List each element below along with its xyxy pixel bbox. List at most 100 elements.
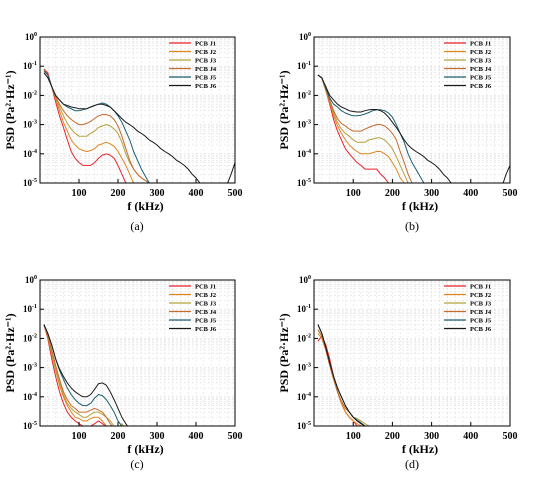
x-tick-label: 100 <box>346 188 361 199</box>
y-axis-title: PSD (Pa²·Hz⁻¹) <box>3 70 17 149</box>
legend-label: PCB J5 <box>195 318 217 325</box>
x-tick-label: 200 <box>111 188 126 199</box>
legend-label: PCB J3 <box>470 58 492 65</box>
legend-label: PCB J5 <box>470 318 492 325</box>
x-tick-label: 400 <box>463 188 478 199</box>
panel-caption: (c) <box>130 457 143 471</box>
y-tick-label: 10-1 <box>23 61 37 71</box>
x-tick-label: 200 <box>385 431 400 442</box>
legend-label: PCB J4 <box>470 309 492 316</box>
series-line-pcb-j6 <box>43 72 235 183</box>
series-line-pcb-j4 <box>317 74 413 183</box>
legend-label: PCB J3 <box>195 58 217 65</box>
series-line-pcb-j6 <box>317 324 366 426</box>
x-tick-label: 200 <box>385 188 400 199</box>
y-tick-label: 10-1 <box>297 61 311 71</box>
y-axis-title: PSD (Pa²·Hz⁻¹) <box>277 70 291 149</box>
y-tick-label: 10-3 <box>23 120 37 130</box>
y-tick-label: 10-2 <box>23 333 37 343</box>
legend-label: PCB J1 <box>470 41 491 48</box>
y-tick-label: 10-4 <box>23 392 37 402</box>
series-group <box>43 324 131 426</box>
x-axis-title: f (kHz) <box>402 442 438 456</box>
series-group <box>317 324 378 426</box>
series-line-pcb-j1 <box>317 74 390 183</box>
y-tick-label: 10-1 <box>23 304 37 314</box>
series-line-pcb-j1 <box>43 68 127 183</box>
legend-label: PCB J4 <box>470 66 492 73</box>
legend-label: PCB J6 <box>470 83 492 90</box>
series-line-pcb-j3 <box>317 74 409 183</box>
plot-frame <box>313 36 511 184</box>
y-tick-label: 10-4 <box>23 149 37 159</box>
y-tick-label: 10-3 <box>297 120 311 130</box>
legend-label: PCB J6 <box>195 83 217 90</box>
x-tick-label: 300 <box>150 431 165 442</box>
y-tick-label: 10-5 <box>297 421 311 431</box>
series-line-pcb-j5 <box>43 70 151 183</box>
series-line-pcb-j6 <box>43 324 129 426</box>
chart-panel-b: 100 200 300 400 500 100 10-1 10-2 10-3 10-4 10-5 f … <box>277 32 518 233</box>
y-axis-title: PSD (Pa²·Hz⁻¹) <box>3 313 17 392</box>
panel-caption: (b) <box>405 219 419 233</box>
x-tick-label: 500 <box>503 188 518 199</box>
series-line-pcb-j6 <box>317 74 510 183</box>
y-tick-label: 100 <box>25 275 37 285</box>
y-tick-label: 10-3 <box>297 363 311 373</box>
series-group <box>43 68 235 183</box>
series-line-pcb-j2 <box>317 74 406 183</box>
chart-panel-c: 100 200 300 400 500 100 10-1 10-2 10-3 10-4 10-5 f … <box>3 275 243 471</box>
series-line-pcb-j5 <box>43 324 123 426</box>
y-tick-label: 10-2 <box>297 333 311 343</box>
plot-frame <box>39 36 236 184</box>
x-tick-label: 400 <box>189 188 204 199</box>
x-axis-title: f (kHz) <box>127 442 163 456</box>
plot-frame <box>313 279 511 427</box>
series-line-pcb-j5 <box>317 324 366 426</box>
x-tick-label: 300 <box>424 431 439 442</box>
series-group <box>317 74 510 183</box>
y-tick-label: 100 <box>25 32 37 42</box>
y-tick-label: 10-4 <box>297 149 311 159</box>
legend-label: PCB J1 <box>195 284 216 291</box>
y-tick-label: 10-5 <box>23 421 37 431</box>
legend-label: PCB J1 <box>470 284 491 291</box>
legend-label: PCB J6 <box>470 326 492 333</box>
panel-caption: (d) <box>405 457 419 471</box>
x-axis-title: f (kHz) <box>402 199 438 213</box>
x-tick-label: 300 <box>424 188 439 199</box>
y-tick-label: 10-5 <box>23 178 37 188</box>
legend-label: PCB J2 <box>470 49 491 56</box>
x-tick-label: 500 <box>228 188 243 199</box>
plot-frame <box>39 279 236 427</box>
legend-label: PCB J2 <box>470 292 491 299</box>
legend-label: PCB J5 <box>470 75 492 82</box>
series-line-pcb-j3 <box>43 324 131 426</box>
series-line-pcb-j4 <box>43 324 113 426</box>
y-tick-label: 10-5 <box>297 178 311 188</box>
y-tick-label: 10-4 <box>297 392 311 402</box>
series-line-pcb-j1 <box>43 324 108 426</box>
legend-label: PCB J1 <box>195 41 216 48</box>
y-tick-label: 10-2 <box>297 90 311 100</box>
x-tick-label: 100 <box>72 188 87 199</box>
x-tick-label: 200 <box>111 431 126 442</box>
chart-panel-d: 100 200 300 400 500 100 10-1 10-2 10-3 10-4 10-5 f … <box>277 275 518 471</box>
panel-caption: (a) <box>130 219 143 233</box>
legend-label: PCB J4 <box>195 66 217 73</box>
series-line-pcb-j2 <box>43 68 157 183</box>
series-line-pcb-j1 <box>317 335 358 426</box>
series-line-pcb-j4 <box>43 68 151 183</box>
x-tick-label: 300 <box>150 188 165 199</box>
legend-label: PCB J2 <box>195 49 216 56</box>
x-tick-label: 100 <box>72 431 87 442</box>
legend-label: PCB J4 <box>195 309 217 316</box>
legend-label: PCB J2 <box>195 292 216 299</box>
x-tick-label: 400 <box>463 431 478 442</box>
y-tick-label: 10-3 <box>23 363 37 373</box>
legend-label: PCB J5 <box>195 75 217 82</box>
